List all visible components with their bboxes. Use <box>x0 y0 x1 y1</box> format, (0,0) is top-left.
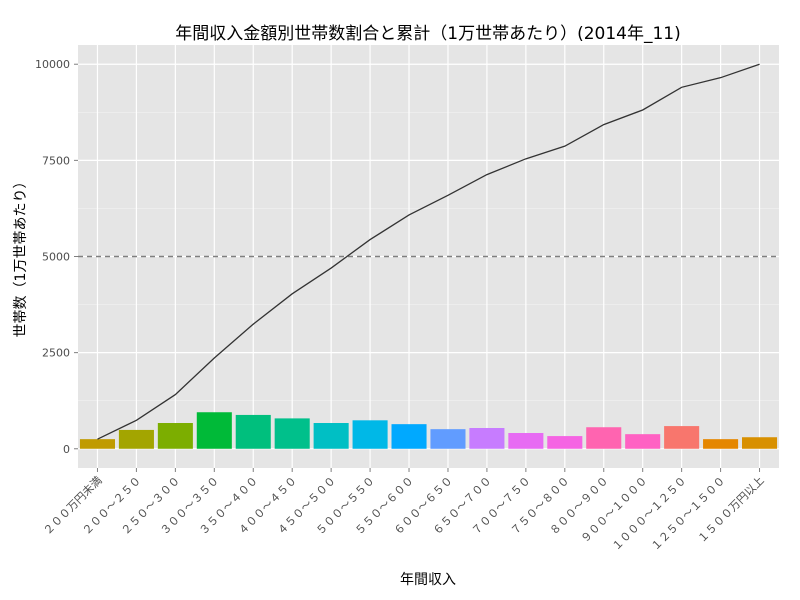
bar <box>235 414 271 449</box>
bar <box>703 439 739 449</box>
bar <box>313 423 349 449</box>
bar <box>196 412 232 449</box>
x-axis-title: 年間収入 <box>400 572 456 588</box>
bar <box>157 423 193 449</box>
x-axis-ticks: ２００万円未満２００～２５０２５０～３００３００～３５０３５０～４００４００～４… <box>41 468 767 553</box>
bar <box>391 424 427 449</box>
bar <box>118 429 154 449</box>
y-tick-label: 5000 <box>42 251 70 264</box>
bar <box>664 426 700 449</box>
x-tick-label: ９００～１０００ <box>578 474 649 545</box>
bar <box>79 439 115 449</box>
cumulative-line <box>97 63 760 440</box>
bars <box>79 412 778 449</box>
y-tick-label: 7500 <box>42 154 70 167</box>
bar <box>508 433 544 449</box>
y-axis-ticks: 0 2500 5000 7500 10000 <box>35 58 78 456</box>
cumulative-series-line <box>97 63 760 440</box>
y-tick-label: 0 <box>63 443 70 456</box>
chart-title: 年間収入金額別世帯数割合と累計（1万世帯あたり）(2014年_11) <box>175 24 680 44</box>
bar <box>742 437 778 449</box>
y-tick-label: 2500 <box>42 347 70 360</box>
bar <box>352 420 388 449</box>
x-tick-label: １５００万円以上 <box>695 474 766 545</box>
bar <box>586 427 622 449</box>
bar <box>469 428 505 449</box>
bar <box>547 436 583 449</box>
bar <box>430 429 466 449</box>
bar <box>625 434 661 449</box>
x-tick-label: １０００～１２５０ <box>610 474 689 553</box>
bar <box>274 418 310 449</box>
x-tick-label: １２５０～１５００ <box>649 474 728 553</box>
y-tick-label: 10000 <box>35 58 70 71</box>
y-axis-title: 世帯数（1万世帯あたり） <box>13 175 29 338</box>
